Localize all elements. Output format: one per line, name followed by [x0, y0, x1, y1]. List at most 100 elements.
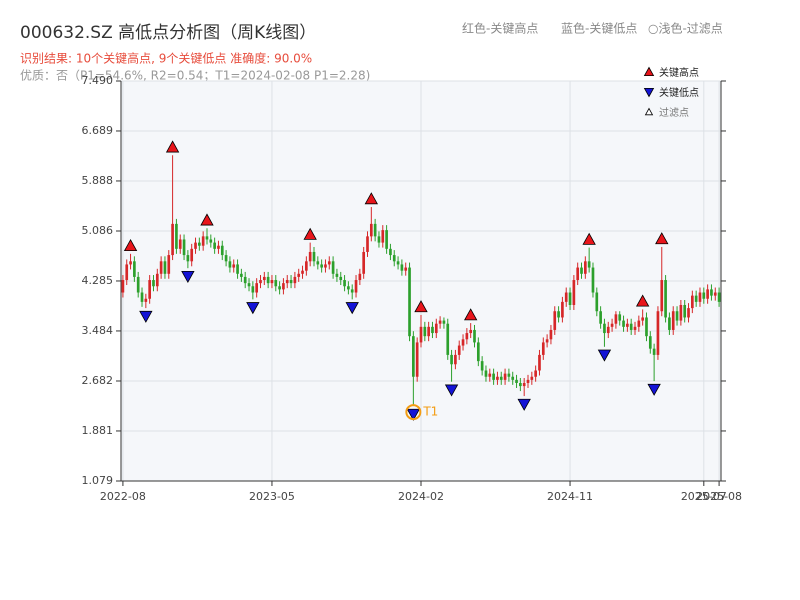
key-high-marker: [655, 232, 669, 245]
candle-body: [545, 339, 549, 343]
key-high-marker: [303, 227, 317, 240]
candle-body: [228, 261, 232, 268]
candle-body: [622, 320, 625, 327]
candle-body: [614, 314, 618, 324]
candle-body: [259, 280, 262, 284]
candle-body: [664, 280, 667, 318]
candle-body: [201, 236, 205, 246]
legend-marker: [644, 107, 654, 116]
y-tick-label: 7.490: [82, 74, 114, 87]
candle-body: [496, 376, 499, 380]
candle-body: [641, 317, 644, 321]
key-low-marker: [597, 349, 612, 362]
candle-body: [312, 251, 316, 262]
candle-body: [446, 323, 450, 355]
candle-body: [522, 382, 526, 387]
key-high-marker: [200, 213, 214, 226]
candle-body: [476, 342, 480, 362]
key-high-marker: [414, 300, 428, 313]
header-legend: 蓝色-关键低点: [561, 22, 637, 36]
candle-body: [576, 267, 580, 281]
candle-body: [282, 283, 285, 290]
candle-body: [362, 251, 366, 274]
candle-body: [561, 301, 564, 318]
candle-body: [171, 223, 174, 256]
candle-body: [710, 289, 713, 296]
candle-body: [274, 280, 278, 287]
candle-body: [262, 276, 266, 281]
candle-body: [603, 323, 606, 334]
candle-body: [190, 248, 194, 262]
candle-body: [205, 236, 209, 240]
candle-body: [129, 261, 132, 265]
y-tick-label: 1.079: [82, 474, 114, 487]
candle-body: [660, 280, 664, 312]
candle-body: [457, 345, 461, 355]
candle-body: [293, 276, 297, 284]
candle-body: [255, 283, 259, 293]
candle-body: [626, 323, 629, 327]
candle-body: [339, 276, 343, 281]
candle-body: [297, 273, 301, 277]
candle-body: [538, 354, 541, 371]
candle-body: [125, 264, 129, 281]
x-tick-label: 2023-05: [249, 490, 295, 503]
candle-body: [289, 280, 293, 284]
candle-body: [224, 255, 228, 262]
candle-body: [347, 286, 350, 290]
candle-body: [450, 354, 453, 365]
candle-body: [178, 239, 182, 249]
candle-body: [251, 286, 255, 293]
candle-body: [343, 280, 346, 287]
candle-body: [687, 308, 690, 318]
x-tick-label: 2022-08: [100, 490, 146, 503]
candle-body: [266, 276, 270, 284]
candle-body: [473, 329, 476, 343]
key-high-marker: [582, 232, 596, 245]
candle-body: [431, 326, 434, 334]
y-tick-label: 5.888: [82, 174, 114, 187]
candle-body: [694, 295, 698, 302]
candle-body: [526, 379, 530, 383]
candle-body: [404, 267, 408, 271]
candle-body: [373, 223, 377, 237]
y-tick-label: 6.689: [82, 124, 114, 137]
candle-body: [717, 292, 721, 302]
key-low-marker: [444, 384, 459, 397]
candle-body: [706, 289, 709, 299]
key-high-marker: [123, 239, 138, 252]
candle-body: [461, 339, 465, 346]
key-low-marker: [345, 302, 359, 315]
candle-body: [385, 230, 388, 249]
x-tick-label: 2024-02: [398, 490, 444, 503]
annotation: T1: [422, 405, 438, 419]
legend-label: 过滤点: [659, 106, 689, 119]
candle-body: [175, 223, 178, 249]
candle-body: [412, 336, 415, 377]
candle-body: [423, 326, 427, 337]
candle-body: [350, 289, 354, 293]
header-legend: 红色-关键高点: [462, 21, 538, 36]
candle-body: [209, 239, 213, 243]
candle-body: [515, 379, 518, 383]
candle-body: [186, 255, 190, 262]
candle-body: [140, 292, 144, 302]
t1-ring: [405, 404, 422, 421]
candle-body: [645, 317, 648, 337]
candle-body: [595, 292, 599, 312]
candle-body: [381, 230, 385, 243]
subtitle: 识别结果: 10个关键高点, 9个关键低点 准确度: 90.0%: [20, 51, 312, 66]
key-high-marker: [635, 294, 650, 307]
x-tick-label: 2025-07: [681, 490, 727, 503]
candle-body: [652, 348, 656, 355]
candle-body: [392, 255, 396, 262]
candle-body: [278, 286, 281, 290]
header-legend: ○浅色-过滤点: [648, 22, 723, 36]
candle-body: [553, 311, 557, 330]
candle-body: [698, 292, 702, 302]
candle-body: [366, 236, 369, 252]
candle-body: [702, 292, 706, 299]
candle-body: [217, 245, 220, 249]
candle-body: [629, 323, 633, 330]
key-low-marker: [139, 310, 153, 323]
